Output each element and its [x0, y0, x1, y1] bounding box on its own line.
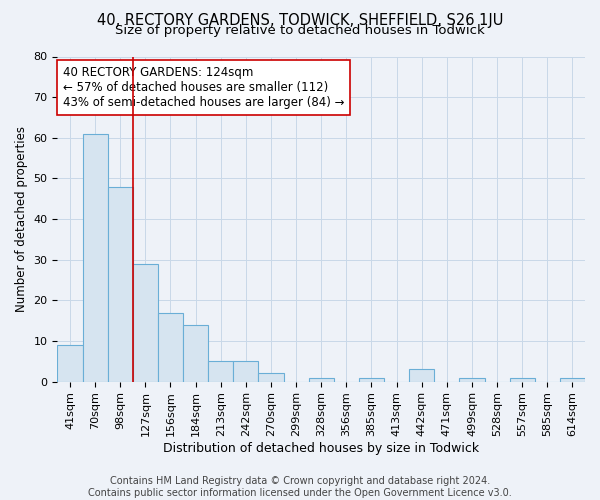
Bar	[58, 345, 83, 382]
Y-axis label: Number of detached properties: Number of detached properties	[15, 126, 28, 312]
Text: Size of property relative to detached houses in Todwick: Size of property relative to detached ho…	[115, 24, 485, 37]
Bar	[233, 362, 259, 382]
Bar	[308, 378, 334, 382]
Bar	[460, 378, 485, 382]
Bar	[183, 324, 208, 382]
Bar	[359, 378, 384, 382]
Bar	[158, 312, 183, 382]
Bar	[133, 264, 158, 382]
Bar	[208, 362, 233, 382]
Bar	[107, 186, 133, 382]
Bar	[409, 370, 434, 382]
Bar	[509, 378, 535, 382]
Bar	[83, 134, 107, 382]
Bar	[259, 374, 284, 382]
Text: Contains HM Land Registry data © Crown copyright and database right 2024.
Contai: Contains HM Land Registry data © Crown c…	[88, 476, 512, 498]
X-axis label: Distribution of detached houses by size in Todwick: Distribution of detached houses by size …	[163, 442, 479, 455]
Bar	[560, 378, 585, 382]
Text: 40, RECTORY GARDENS, TODWICK, SHEFFIELD, S26 1JU: 40, RECTORY GARDENS, TODWICK, SHEFFIELD,…	[97, 12, 503, 28]
Text: 40 RECTORY GARDENS: 124sqm
← 57% of detached houses are smaller (112)
43% of sem: 40 RECTORY GARDENS: 124sqm ← 57% of deta…	[62, 66, 344, 110]
